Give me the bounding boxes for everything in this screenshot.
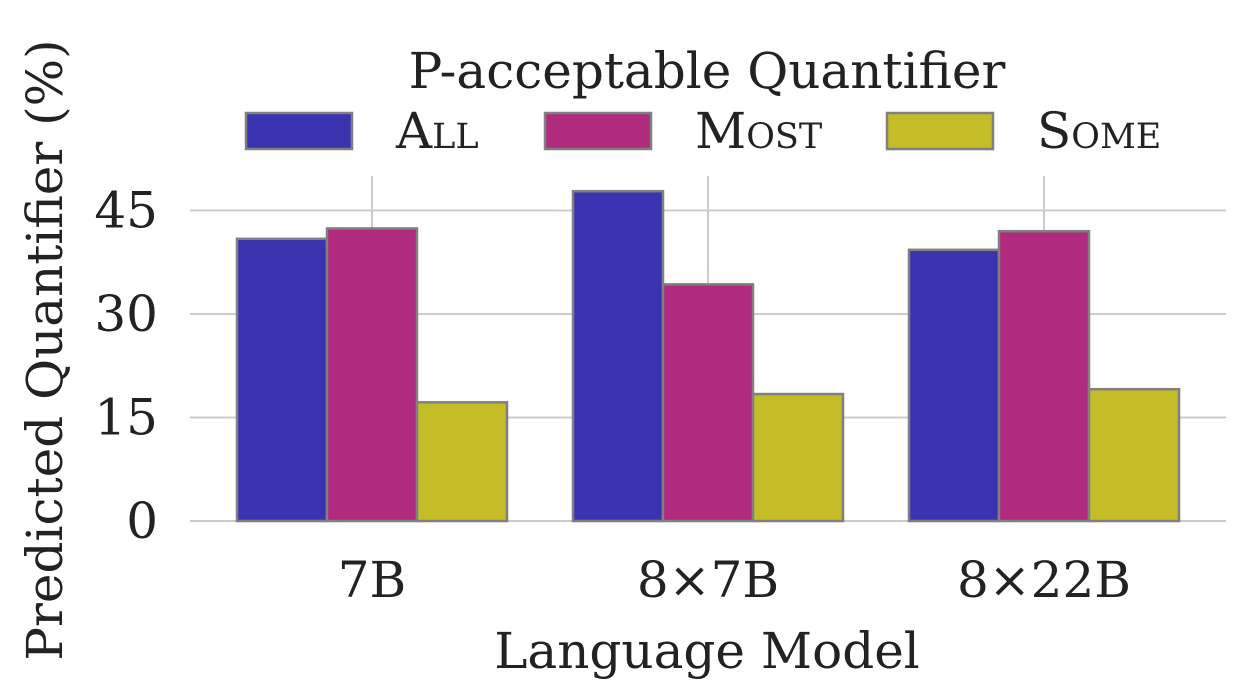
y-tick-label: 30 (94, 285, 158, 343)
bar-some-0 (415, 401, 509, 523)
x-tick-labels: 7B 8×7B 8×22B (338, 551, 1131, 609)
y-tick-labels: 0 15 30 45 (94, 182, 158, 551)
y-tick-label: 45 (94, 182, 158, 240)
bar-some-1 (751, 392, 845, 523)
legend-swatch-most (543, 111, 653, 151)
legend-swatch-all (244, 111, 354, 151)
x-tick-label: 8×7B (637, 551, 779, 609)
bar-all-0 (235, 237, 329, 523)
bar-some-2 (1087, 387, 1181, 523)
bar-most-1 (661, 283, 755, 523)
bar-most-2 (997, 229, 1091, 523)
legend-label-all: All (395, 102, 479, 160)
legend: P-acceptable Quantifier All Most Some (244, 42, 1161, 160)
bar-most-0 (325, 227, 419, 523)
legend-label-some: Some (1037, 102, 1161, 160)
x-tick-label: 8×22B (957, 551, 1131, 609)
y-axis-label: Predicted Quantifier (%) (16, 39, 74, 660)
legend-swatch-some (885, 111, 995, 151)
legend-label-most: Most (695, 102, 822, 160)
bar-all-2 (907, 248, 1001, 523)
x-tick-label: 7B (338, 551, 407, 609)
y-tick-label: 15 (94, 389, 158, 447)
legend-title: P-acceptable Quantifier (409, 42, 1006, 100)
x-axis-label: Language Model (494, 622, 920, 680)
y-tick-label: 0 (126, 492, 158, 550)
bars (235, 189, 1181, 523)
bar-all-1 (571, 189, 665, 523)
